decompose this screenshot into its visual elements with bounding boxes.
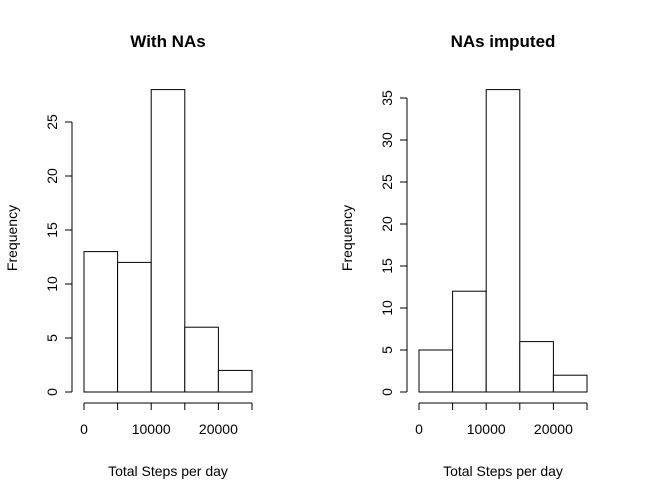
x-tick-label: 20000 bbox=[199, 421, 238, 437]
y-tick-label: 15 bbox=[379, 258, 395, 274]
y-tick-label: 20 bbox=[379, 216, 395, 232]
x-axis-label: Total Steps per day bbox=[108, 463, 228, 479]
y-axis-label: Frequency bbox=[4, 205, 20, 271]
histogram-bar bbox=[117, 261, 152, 393]
histogram-bar bbox=[217, 369, 253, 393]
x-tick-label: 0 bbox=[80, 421, 88, 437]
histogram-with-nas: With NAs Total Steps per day Frequency 0… bbox=[4, 32, 253, 479]
chart-title: With NAs bbox=[130, 32, 205, 51]
histogram-bar bbox=[485, 89, 521, 393]
x-tick-label: 20000 bbox=[534, 421, 573, 437]
histogram-bar bbox=[552, 374, 588, 393]
y-tick-label: 10 bbox=[44, 276, 60, 292]
histogram-bar bbox=[150, 89, 186, 393]
histogram-bar bbox=[83, 251, 119, 393]
x-axis-label: Total Steps per day bbox=[443, 463, 563, 479]
y-tick-label: 10 bbox=[379, 300, 395, 316]
histogram-nas-imputed: NAs imputed Total Steps per day Frequenc… bbox=[339, 32, 588, 479]
y-tick-label: 5 bbox=[379, 346, 395, 354]
x-tick-label: 10000 bbox=[132, 421, 171, 437]
histogram-bar bbox=[418, 349, 454, 393]
y-tick-label: 30 bbox=[379, 132, 395, 148]
y-tick-label: 20 bbox=[44, 168, 60, 184]
histogram-bar bbox=[452, 290, 487, 393]
y-tick-label: 35 bbox=[379, 90, 395, 106]
x-tick-label: 10000 bbox=[467, 421, 506, 437]
y-tick-label: 25 bbox=[44, 114, 60, 130]
y-tick-label: 0 bbox=[379, 388, 395, 396]
x-tick-label: 0 bbox=[415, 421, 423, 437]
y-tick-label: 5 bbox=[44, 334, 60, 342]
y-tick-label: 0 bbox=[44, 388, 60, 396]
histogram-bar bbox=[519, 341, 554, 393]
y-tick-label: 15 bbox=[44, 222, 60, 238]
histogram-bar bbox=[184, 326, 219, 393]
chart-title: NAs imputed bbox=[451, 32, 556, 51]
y-tick-label: 25 bbox=[379, 174, 395, 190]
y-axis-label: Frequency bbox=[339, 205, 355, 271]
